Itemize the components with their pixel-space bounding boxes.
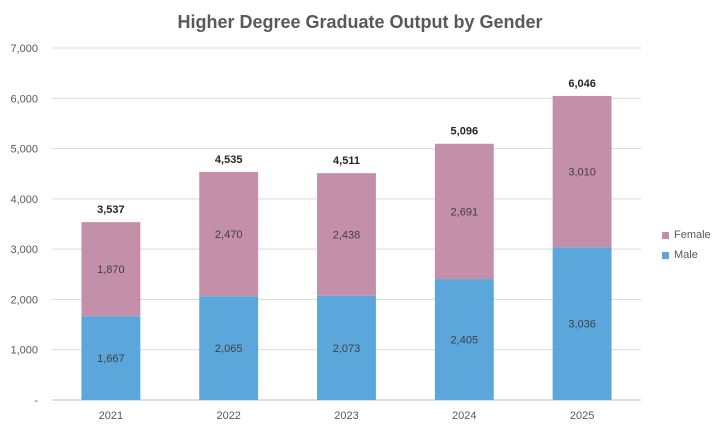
legend: Female Male xyxy=(662,225,711,265)
legend-item-female: Female xyxy=(662,225,711,245)
bar-segment-female xyxy=(552,95,612,248)
y-tick-label: - xyxy=(34,395,38,407)
bar-segment-female xyxy=(434,143,494,280)
legend-label-female: Female xyxy=(674,229,711,241)
y-tick-label: 4,000 xyxy=(10,194,38,206)
total-label: 4,535 xyxy=(215,154,243,166)
bar-segment-male xyxy=(317,295,376,400)
bar-segment-female xyxy=(199,171,259,297)
data-label-female: 3,010 xyxy=(568,167,596,179)
chart-title: Higher Degree Graduate Output by Gender xyxy=(177,12,543,32)
x-tick-label: 2024 xyxy=(452,410,476,422)
data-label-male: 3,036 xyxy=(568,319,596,331)
y-tick-label: 7,000 xyxy=(10,43,38,55)
data-label-female: 2,470 xyxy=(215,229,243,241)
bar-segment-male xyxy=(552,247,612,400)
x-tick-label: 2023 xyxy=(334,410,358,422)
x-tick-label: 2021 xyxy=(99,410,123,422)
total-label: 6,046 xyxy=(568,78,596,90)
total-label: 5,096 xyxy=(451,126,479,138)
data-label-female: 2,438 xyxy=(333,229,361,241)
x-tick-label: 2022 xyxy=(216,410,240,422)
data-label-male: 2,073 xyxy=(333,343,361,355)
y-tick-label: 6,000 xyxy=(10,93,38,105)
data-label-male: 2,065 xyxy=(215,343,243,355)
legend-item-male: Male xyxy=(662,245,711,265)
total-label: 4,511 xyxy=(333,155,360,167)
y-tick-label: 2,000 xyxy=(10,294,38,306)
y-tick-label: 3,000 xyxy=(10,244,38,256)
bar-segment-male xyxy=(199,296,259,400)
legend-label-male: Male xyxy=(674,249,698,261)
x-tick-label: 2025 xyxy=(570,410,594,422)
data-label-male: 2,405 xyxy=(451,335,479,347)
legend-swatch-male xyxy=(662,251,669,259)
data-label-male: 1,667 xyxy=(97,353,125,365)
data-label-female: 2,691 xyxy=(451,206,479,218)
total-label: 3,537 xyxy=(97,204,125,216)
data-label-female: 1,870 xyxy=(97,264,125,276)
bar-segment-male xyxy=(81,316,141,400)
bar-segment-female xyxy=(81,222,141,317)
y-tick-label: 1,000 xyxy=(10,345,38,357)
bar-segment-female xyxy=(317,173,376,296)
y-tick-label: 5,000 xyxy=(10,144,38,156)
bar-segment-male xyxy=(434,279,494,400)
legend-swatch-female xyxy=(662,231,669,239)
